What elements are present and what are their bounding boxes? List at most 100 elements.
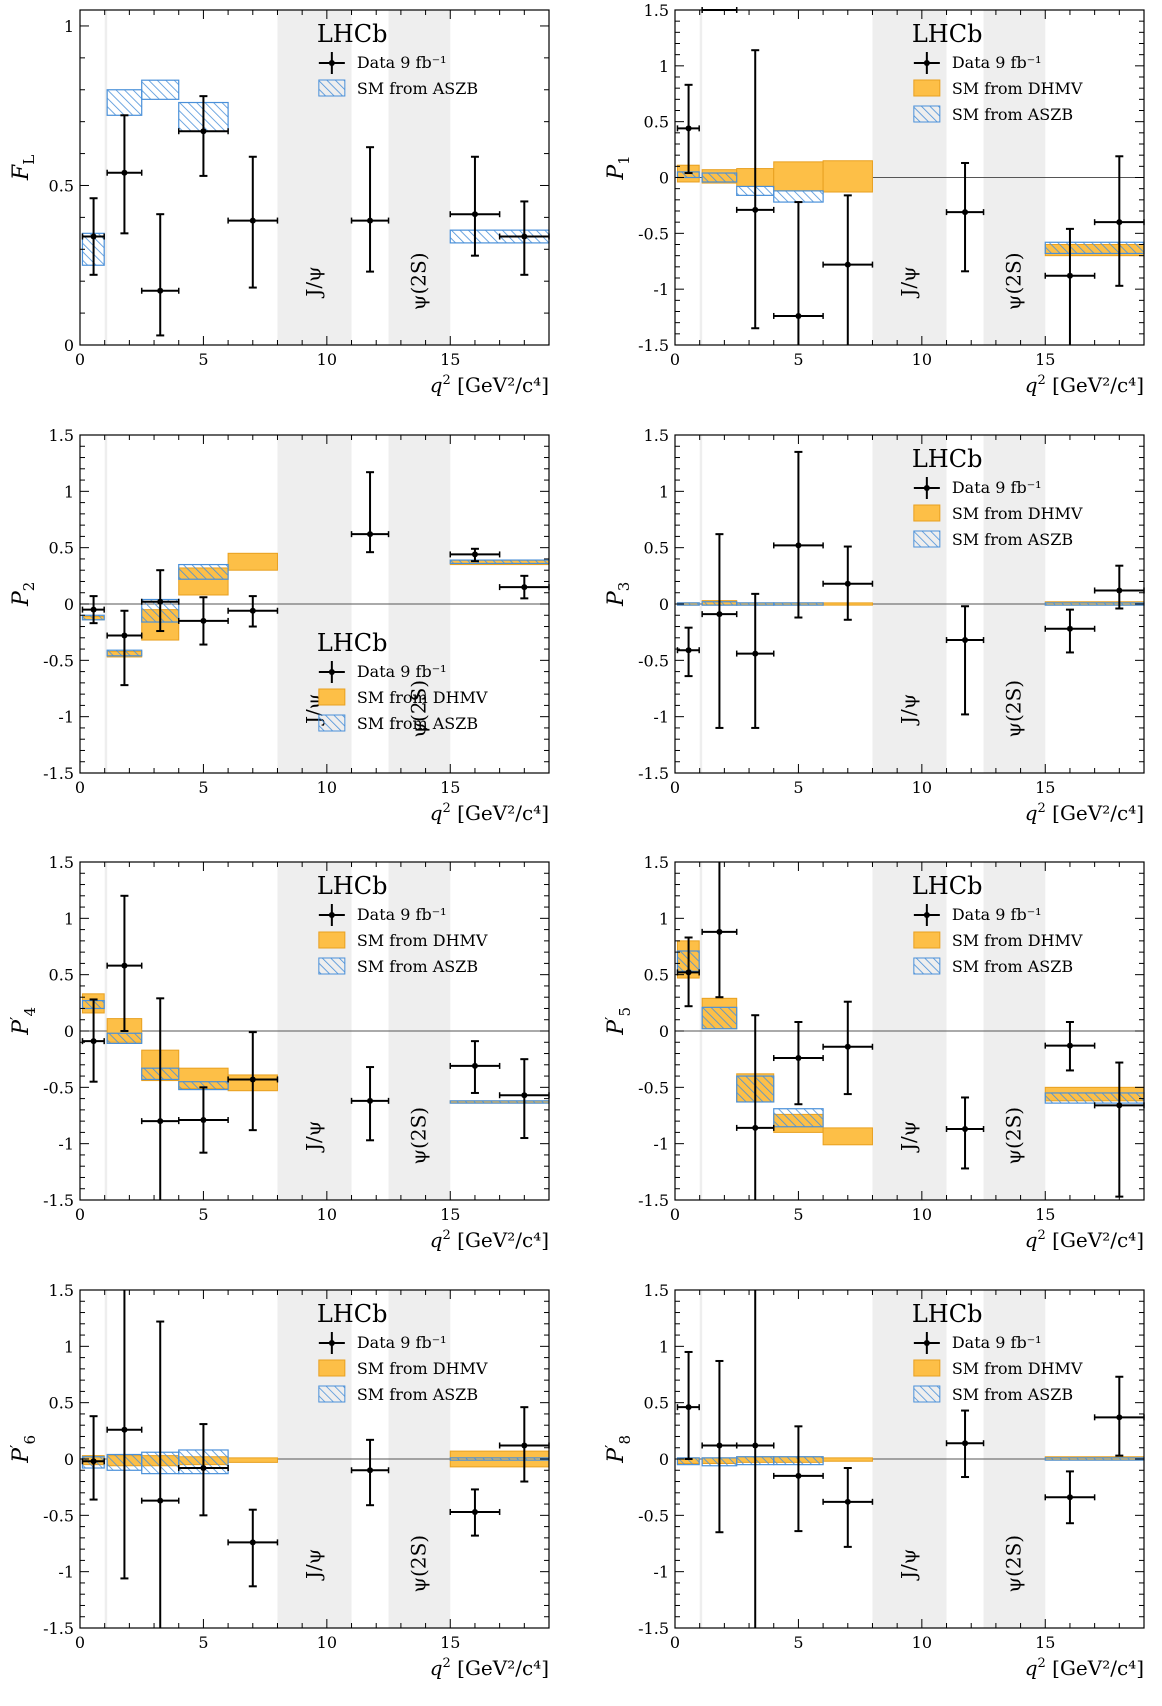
- x-tick-label: 5: [793, 778, 803, 797]
- y-tick-label: 1.5: [49, 853, 74, 872]
- data-point: [350, 471, 390, 554]
- data-marker: [962, 1126, 969, 1133]
- x-tick-label: 5: [198, 1633, 208, 1652]
- y-tick-label: 1: [659, 482, 669, 501]
- legend-aszb-symbol: [318, 714, 346, 732]
- x-axis-label: q2 [GeV²/c⁴]: [430, 1228, 549, 1252]
- x-tick-label: 15: [440, 350, 460, 369]
- psi2s-label: ψ(2S): [1001, 252, 1025, 310]
- y-tick-label: 1.5: [644, 853, 669, 872]
- y-tick-label: 0.5: [49, 176, 74, 195]
- legend-title: LHCb: [912, 872, 983, 900]
- data-marker: [752, 1442, 759, 1449]
- y-tick-label: 0: [659, 1022, 669, 1041]
- x-tick-label: 10: [912, 350, 932, 369]
- data-point: [772, 201, 824, 345]
- data-point: [735, 592, 775, 729]
- jpsi-label: J/ψ: [302, 1121, 326, 1153]
- panel-p5-prime: J/ψ ψ(2S) -1.5 -1 -0.5 0 0.5 1 1.5 0 5 10 15 q2 [GeV²…: [602, 853, 1145, 1252]
- data-marker: [1116, 1414, 1123, 1421]
- data-marker: [121, 962, 128, 969]
- legend-aszb-label: SM from ASZB: [952, 530, 1073, 549]
- psi2s-label: ψ(2S): [406, 1535, 430, 1593]
- data-point: [177, 95, 229, 177]
- data-marker: [121, 1426, 128, 1433]
- data-marker: [367, 217, 374, 224]
- y-tick-label: -0.5: [43, 1506, 74, 1525]
- data-point: [676, 83, 700, 175]
- data-marker: [521, 1442, 528, 1449]
- data-point: [1093, 155, 1145, 287]
- data-point: [350, 1066, 390, 1142]
- y-tick-label: 1: [64, 909, 74, 928]
- data-point: [822, 1467, 874, 1548]
- data-point: [701, 533, 738, 729]
- data-point: [498, 200, 550, 276]
- data-point: [106, 1290, 143, 1580]
- data-point: [822, 1000, 874, 1096]
- legend: LHCb Data 9 fb⁻¹ SM from DHMV SM from ASZB: [317, 872, 488, 976]
- legend-title: LHCb: [912, 445, 983, 473]
- legend-aszb-label: SM from ASZB: [952, 1385, 1073, 1404]
- y-tick-label: -1.5: [638, 764, 669, 783]
- psi2s-label: ψ(2S): [1001, 680, 1025, 738]
- data-marker: [249, 1076, 256, 1083]
- data-point: [227, 595, 279, 628]
- data-point: [735, 49, 775, 330]
- jpsi-label: J/ψ: [302, 1549, 326, 1581]
- aszb-box: [106, 89, 143, 116]
- data-marker: [685, 969, 692, 976]
- data-point: [106, 609, 143, 687]
- data-point: [449, 155, 501, 257]
- data-point: [676, 626, 700, 678]
- y-tick-label: -0.5: [638, 224, 669, 243]
- x-axis-label: q2 [GeV²/c⁴]: [1025, 801, 1144, 825]
- legend-dhmv-symbol: [318, 931, 346, 949]
- legend-data-label: Data 9 fb⁻¹: [952, 478, 1042, 497]
- data-marker: [90, 1458, 97, 1465]
- x-tick-label: 15: [440, 1205, 460, 1224]
- x-tick-label: 10: [912, 778, 932, 797]
- psi2s-label: ψ(2S): [406, 252, 430, 310]
- y-tick-label: 1: [659, 57, 669, 76]
- data-point: [1044, 1020, 1096, 1072]
- legend-title: LHCb: [317, 872, 388, 900]
- legend-data-symbol: [923, 60, 930, 66]
- data-point: [177, 1086, 229, 1154]
- data-marker: [844, 1498, 851, 1505]
- data-point: [449, 1488, 501, 1537]
- y-tick-label: 1: [659, 1337, 669, 1356]
- legend-data-symbol: [328, 60, 335, 66]
- y-tick-label: 0.5: [644, 1394, 669, 1413]
- plot-frame: [79, 9, 550, 346]
- data-marker: [962, 637, 969, 644]
- legend-dhmv-label: SM from DHMV: [952, 79, 1083, 98]
- data-marker: [685, 125, 692, 132]
- x-axis-label: q2 [GeV²/c⁴]: [1025, 373, 1144, 397]
- y-axis-label: P′4: [7, 1007, 39, 1036]
- legend-data-symbol: [923, 1340, 930, 1346]
- aszb-box: [449, 559, 550, 565]
- y-tick-label: -0.5: [43, 651, 74, 670]
- aszb-box: [449, 1457, 550, 1461]
- legend-dhmv-symbol: [318, 688, 346, 706]
- x-tick-label: 15: [1035, 350, 1055, 369]
- legend-data-symbol: [328, 1340, 335, 1346]
- data-point: [227, 1031, 279, 1132]
- legend-data-symbol: [328, 912, 335, 918]
- y-tick-label: 1: [659, 909, 669, 928]
- data-point: [498, 1406, 550, 1483]
- jpsi-label: J/ψ: [302, 266, 326, 298]
- x-tick-label: 5: [198, 1205, 208, 1224]
- data-marker: [471, 211, 478, 218]
- data-marker: [795, 1055, 802, 1062]
- data-point: [735, 1290, 775, 1628]
- data-point: [81, 998, 105, 1083]
- y-tick-label: 0: [659, 1450, 669, 1469]
- y-tick-label: -0.5: [638, 1078, 669, 1097]
- veto-band: [104, 10, 108, 345]
- legend-data-label: Data 9 fb⁻¹: [357, 53, 447, 72]
- veto-band: [388, 10, 451, 345]
- y-tick-label: -1.5: [638, 1191, 669, 1210]
